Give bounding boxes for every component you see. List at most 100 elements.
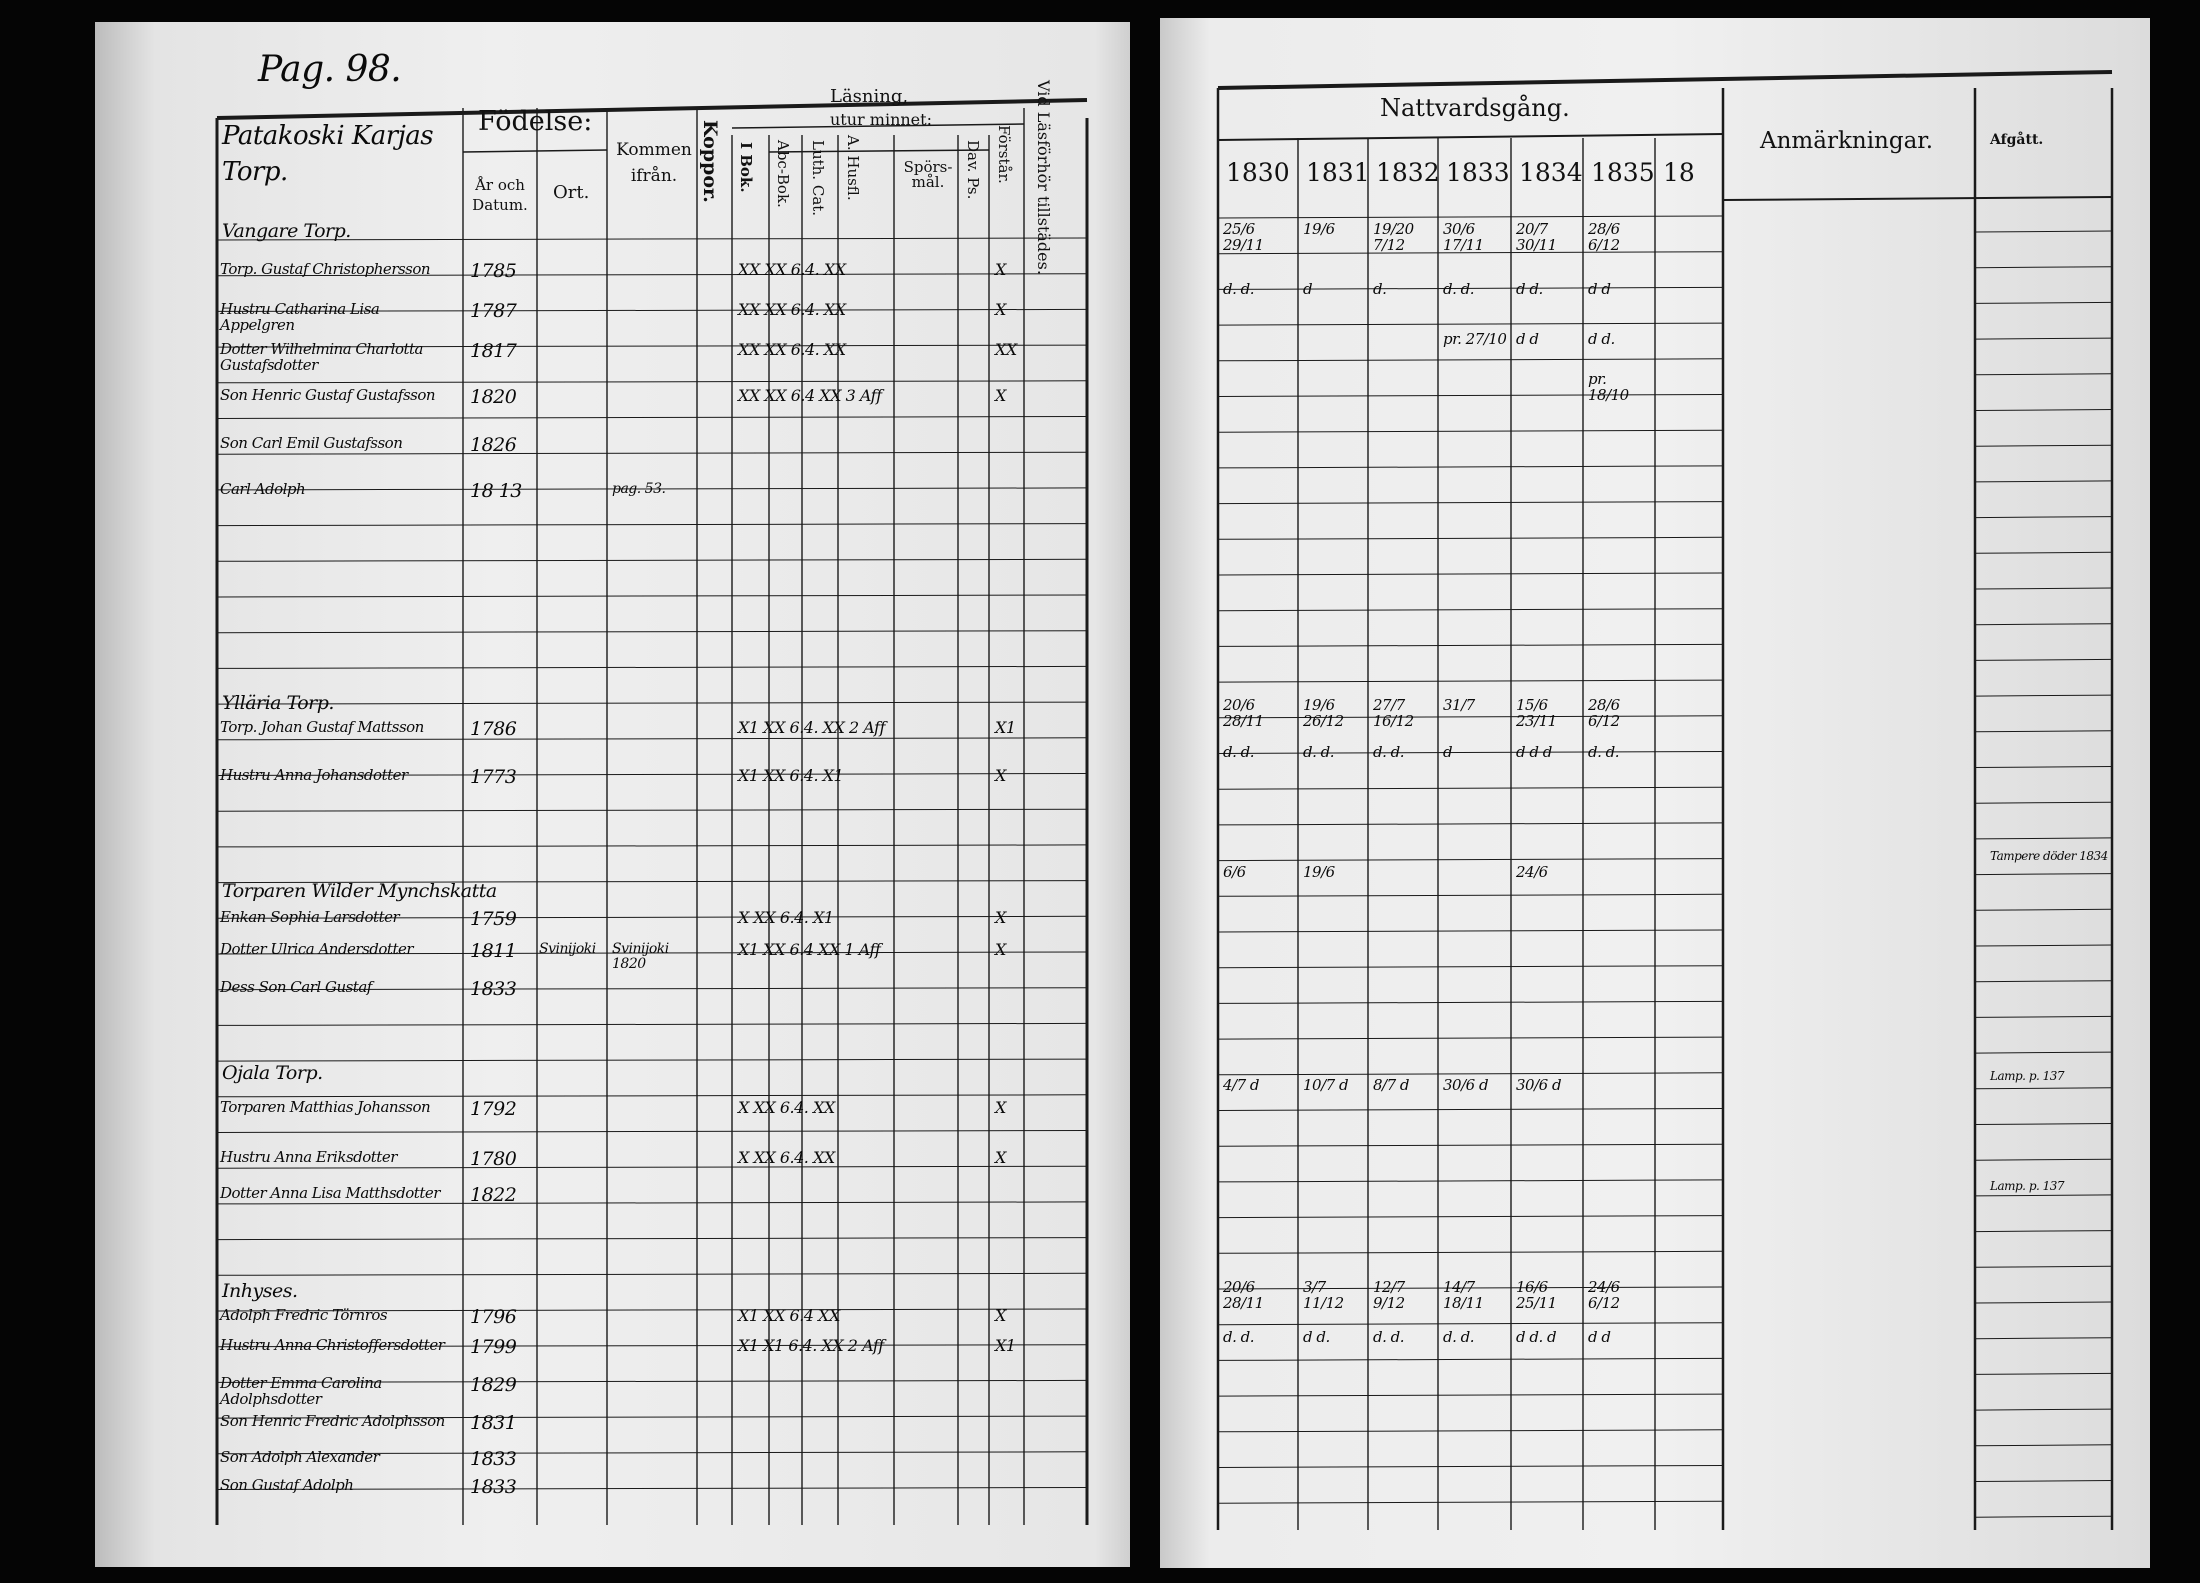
section-title: Vangare Torp. [222,220,351,242]
row-line [1974,1480,2113,1482]
row-line [1217,1215,1724,1219]
row-line [1974,1515,2113,1518]
row-line [216,951,1088,955]
communion-date: d d. [1303,1328,1330,1346]
person-name: Carl Adolph [220,480,306,498]
row-line [216,344,1088,348]
reading-marks: X1 XX 6.4 XX [738,1306,840,1325]
row-line [1217,572,1724,576]
row-line [216,1022,1088,1026]
header-dav-ps: Dav. Ps. [964,140,982,200]
row-line [1974,1087,2113,1090]
row-line [216,737,1088,741]
fodelse-rule [462,149,608,153]
row-line [1974,873,2113,876]
header-ort: Ort. [553,182,590,203]
row-line [1974,409,2113,411]
header-luth-cat: Luth. Cat. [809,140,827,217]
understands-mark: X [995,260,1006,279]
row-line [1217,286,1724,290]
section-title: Inhyses. [222,1280,298,1302]
understands-mark: X [995,1306,1006,1325]
row-line [1217,1500,1724,1504]
person-name: Hustru Anna Johansdotter [220,766,408,784]
row-line [1217,608,1724,612]
header-i-bok: I Bok. [737,142,755,193]
row-line [216,1415,1088,1419]
communion-date: d d. [1516,280,1543,298]
header-abc-bok: Abc-Bok. [774,140,792,208]
row-line [216,1094,1088,1098]
row-line [1217,786,1724,790]
row-line [1974,658,2113,661]
reading-marks: X1 XX 6.4. XX 2 Aff [738,718,885,737]
header-utur-minnet: utur minnet: [830,110,932,129]
reading-marks: X XX 6.4. XX [738,1148,835,1167]
birth-year: 1759 [470,908,517,930]
row-line [216,1165,1088,1169]
header-vid-lasforhor: Vid Läsförhör tillstädes. [1034,80,1053,275]
understands-mark: X [995,908,1006,927]
row-line [1217,929,1724,933]
communion-date: d. d. [1223,280,1255,298]
row-line [1217,1179,1724,1183]
person-name: Adolph Fredric Törnros [220,1306,388,1324]
row-line [1974,1015,2113,1018]
afgatt-note: Lamp. p. 137 [1990,1179,2065,1193]
communion-date: 10/7 d [1303,1076,1349,1094]
communion-date: 24/6 6/12 [1588,1278,1620,1312]
row-line [216,1344,1088,1348]
row-line [1217,215,1724,219]
reading-marks: X1 X1 6.4. XX 2 Aff [738,1336,884,1355]
row-line [1974,1230,2113,1233]
row-line [1217,1393,1724,1397]
table-top-border [216,98,1088,120]
row-line [1974,1265,2113,1268]
communion-date: 30/6 d [1443,1076,1489,1094]
person-name: Torp. Gustaf Christophersson [220,260,431,278]
communion-date: 15/6 23/11 [1516,696,1557,730]
row-line [1974,1123,2113,1125]
person-name: Dotter Ulrica Andersdotter [220,940,414,958]
row-line [1217,858,1724,862]
communion-date: 16/6 25/11 [1516,1278,1557,1312]
birth-place: Svinijoki [539,941,596,957]
nattvard-rule [1217,133,1724,141]
communion-date: d d d [1516,743,1552,761]
row-line [1217,536,1724,540]
understands-mark: X [995,940,1006,959]
reading-marks: XX XX 6.4 XX 3 Aff [738,386,882,405]
birth-year: 1796 [470,1306,517,1328]
row-line [1217,1036,1724,1040]
birth-year: 1785 [470,260,517,282]
communion-date: 12/7 9/12 [1373,1278,1405,1312]
year-header-1834: 1834 [1519,158,1583,187]
header-ar-och-datum: År och Datum. [472,176,528,215]
communion-date: 24/6 [1516,863,1548,881]
communion-date: 20/7 30/11 [1516,220,1557,254]
row-line [216,1487,1088,1490]
row-line [1217,1465,1724,1468]
year-header-1835: 1835 [1591,158,1655,187]
row-line [1217,1250,1724,1254]
understands-mark: X1 [995,1336,1016,1355]
row-line [216,1379,1088,1383]
row-line [1974,908,2113,911]
year-header-1833: 1833 [1446,158,1510,187]
row-line [216,487,1088,491]
came-from: pag. 53. [612,481,666,497]
row-line [1217,251,1724,255]
row-line [1974,1301,2113,1304]
person-name: Son Henric Gustaf Gustafsson [220,386,436,404]
row-line [1217,643,1724,647]
person-name: Son Adolph Alexander [220,1448,380,1466]
reading-marks: XX XX 6.4. XX [738,300,846,319]
birth-year: 1829 [470,1374,517,1396]
communion-date: 8/7 d [1373,1076,1410,1094]
communion-date: 31/7 [1443,696,1475,714]
birth-year: 1831 [470,1412,517,1434]
row-line [1217,679,1724,683]
communion-date: 25/6 29/11 [1223,220,1264,254]
village-name: Patakoski Karjas Torp. [222,121,434,188]
